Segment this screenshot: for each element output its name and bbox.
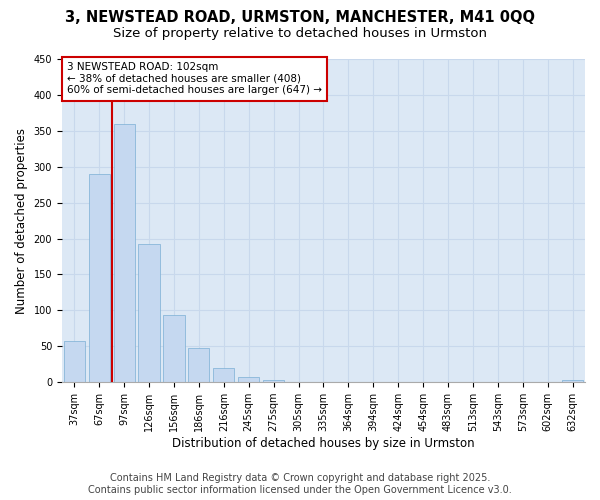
Bar: [213, 368, 235, 382]
Text: Size of property relative to detached houses in Urmston: Size of property relative to detached ho…: [113, 28, 487, 40]
Text: Contains HM Land Registry data © Crown copyright and database right 2025.
Contai: Contains HM Land Registry data © Crown c…: [88, 474, 512, 495]
Y-axis label: Number of detached properties: Number of detached properties: [15, 128, 28, 314]
X-axis label: Distribution of detached houses by size in Urmston: Distribution of detached houses by size …: [172, 437, 475, 450]
Text: 3 NEWSTEAD ROAD: 102sqm
← 38% of detached houses are smaller (408)
60% of semi-d: 3 NEWSTEAD ROAD: 102sqm ← 38% of detache…: [67, 62, 322, 96]
Bar: [139, 244, 160, 382]
Bar: [238, 377, 259, 382]
Bar: [113, 124, 135, 382]
Bar: [188, 348, 209, 382]
Text: 3, NEWSTEAD ROAD, URMSTON, MANCHESTER, M41 0QQ: 3, NEWSTEAD ROAD, URMSTON, MANCHESTER, M…: [65, 10, 535, 25]
Bar: [89, 174, 110, 382]
Bar: [562, 380, 583, 382]
Bar: [263, 380, 284, 382]
Bar: [163, 316, 185, 382]
Bar: [64, 342, 85, 382]
